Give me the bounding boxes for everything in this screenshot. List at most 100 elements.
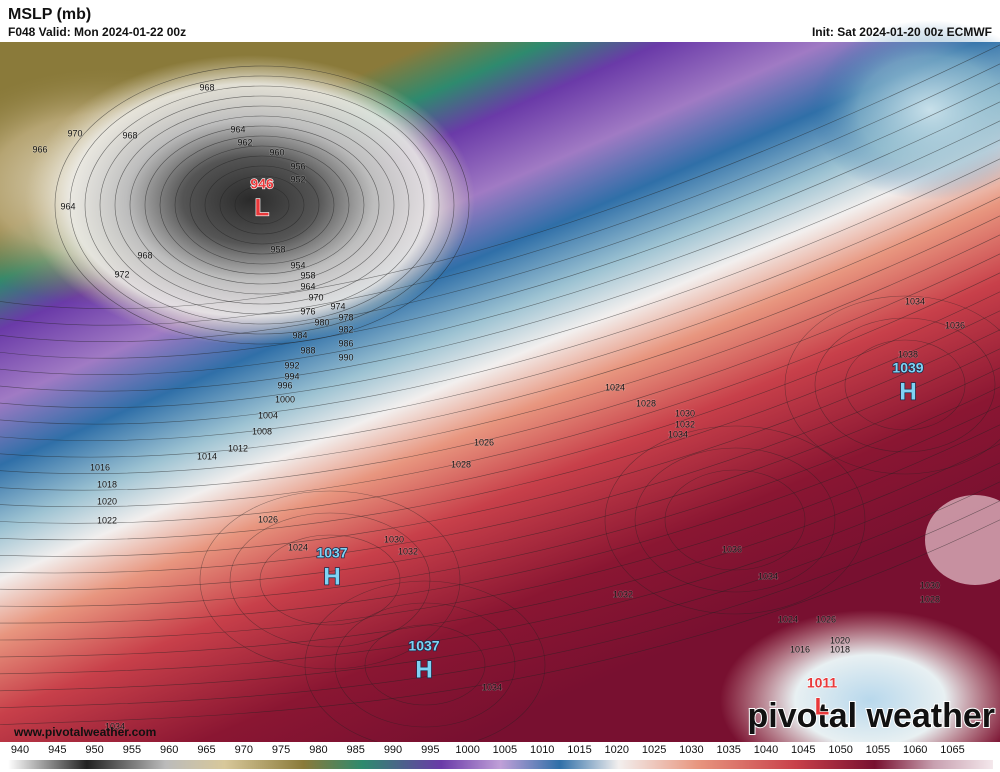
isobar — [0, 367, 1000, 590]
isobar-label: 1028 — [636, 398, 656, 408]
center-symbol: H — [899, 378, 916, 405]
field-shade — [810, 20, 1000, 200]
isobar — [174, 145, 350, 265]
isobar-label: 952 — [290, 174, 305, 184]
isobar-label: 1034 — [905, 296, 925, 306]
isobar-label: 1024 — [778, 614, 798, 624]
isobar-label: 1034 — [758, 571, 778, 581]
colorbar-tick-label: 975 — [272, 744, 290, 756]
isobar-label: 1030 — [920, 580, 940, 590]
isobar — [364, 624, 486, 706]
colorbar-tick-label: 1035 — [716, 744, 740, 756]
isobar-label: 1036 — [945, 320, 965, 330]
isobar-label: 1016 — [790, 644, 810, 654]
center-symbol: H — [415, 656, 432, 683]
center-value: 1011 — [807, 675, 838, 691]
isobar-label: 982 — [338, 324, 353, 334]
colorbar-tick-label: 980 — [309, 744, 327, 756]
isobar — [0, 196, 1000, 441]
isobar — [229, 512, 431, 648]
watermark-logo: pivotal weather — [747, 697, 995, 735]
isobar-label: 992 — [284, 360, 299, 370]
isobar-label: 964 — [60, 201, 75, 211]
isobar — [0, 481, 1000, 692]
isobar-label: 1022 — [97, 515, 117, 525]
isobar — [189, 155, 335, 255]
isobar-label: 984 — [292, 330, 307, 340]
isobar-label: 1020 — [830, 635, 850, 645]
isobar-label: 1030 — [675, 408, 695, 418]
center-value: 1039 — [892, 360, 923, 376]
isobar-label: 1024 — [288, 542, 308, 552]
colorbar-tick-label: 1050 — [828, 744, 852, 756]
isobar-label: 976 — [300, 306, 315, 316]
isobar-label: 1018 — [830, 644, 850, 654]
isobar-label: 990 — [338, 352, 353, 362]
isobar — [0, 215, 1000, 458]
isobars — [0, 44, 1000, 750]
center-symbol: H — [323, 563, 340, 590]
isobar — [0, 310, 1000, 541]
isobar-label: 1034 — [105, 721, 125, 731]
isobar-label: 1018 — [97, 479, 117, 489]
isobar — [204, 165, 320, 245]
colorbar-tick-label: 1015 — [567, 744, 591, 756]
isobar-label: 1012 — [228, 443, 248, 453]
isobar-label: 972 — [114, 269, 129, 279]
isobar-label: 1030 — [384, 534, 404, 544]
isobar-label: 958 — [300, 270, 315, 280]
isobar-label: 964 — [230, 124, 245, 134]
isobar-label: 1016 — [90, 462, 110, 472]
isobar — [114, 105, 410, 305]
isobar — [234, 185, 290, 225]
isobar — [219, 175, 305, 235]
watermark-url: www.pivotalweather.com — [13, 725, 156, 739]
isobar — [0, 405, 1000, 624]
isobar-label: 958 — [270, 244, 285, 254]
isobar-label: 1032 — [398, 546, 418, 556]
field-shade — [925, 495, 1000, 585]
isobar-label: 1034 — [482, 682, 502, 692]
isobar — [0, 101, 1000, 359]
center-symbol: L — [255, 194, 270, 221]
isobar-label: 1008 — [252, 426, 272, 436]
colorbar-tick-label: 1025 — [642, 744, 666, 756]
isobar — [0, 272, 1000, 507]
isobar-label: 966 — [32, 144, 47, 154]
colorbar-tick-label: 1065 — [940, 744, 964, 756]
field-shade — [720, 610, 1000, 772]
isobar — [604, 425, 866, 615]
isobar — [0, 348, 1000, 574]
pressure-field — [0, 20, 1000, 772]
isobar-label: 1026 — [474, 437, 494, 447]
colorbar-tick-label: 955 — [123, 744, 141, 756]
isobar — [0, 158, 1000, 408]
isobar-label: 996 — [277, 380, 292, 390]
isobar-label: 1032 — [613, 589, 633, 599]
isobar — [634, 447, 836, 593]
isobar-label: 968 — [199, 82, 214, 92]
isobar — [814, 317, 996, 453]
isobar — [0, 329, 1000, 557]
isobar-label: 1026 — [816, 614, 836, 624]
isobar-label: 964 — [300, 281, 315, 291]
isobar — [0, 519, 1000, 725]
isobar — [334, 602, 516, 728]
colorbar-tick-label: 970 — [235, 744, 253, 756]
center-value: 1037 — [316, 545, 347, 561]
isobar — [664, 469, 806, 571]
isobar — [0, 443, 1000, 658]
isobar-label: 1020 — [97, 496, 117, 506]
isobar — [0, 234, 1000, 474]
isobar — [129, 115, 395, 295]
isobar-label: 1000 — [275, 394, 295, 404]
isobar-label: 962 — [237, 137, 252, 147]
isobar-label: 1026 — [258, 514, 278, 524]
center-value: 946 — [250, 176, 274, 192]
isobar — [144, 125, 380, 285]
init-time: Init: Sat 2024-01-20 00z ECMWF — [812, 25, 992, 39]
center-symbol: L — [815, 693, 830, 720]
